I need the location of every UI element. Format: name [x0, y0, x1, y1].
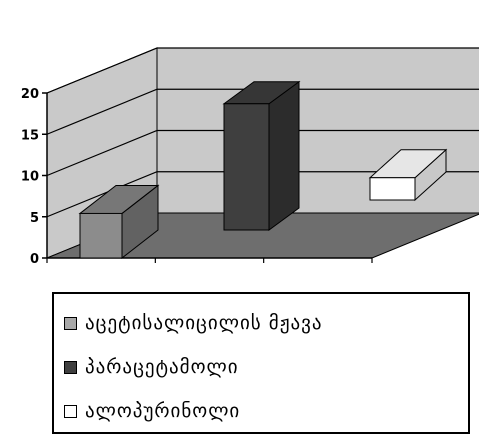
gridline-5 — [46, 171, 479, 218]
y-tick-label-20: 20 — [21, 87, 39, 102]
y-tick-label-15: 15 — [21, 128, 39, 143]
bar-chart-3d: 0 5 10 15 20 — [21, 47, 479, 267]
y-tick-label-0: 0 — [30, 252, 39, 267]
legend-swatch-paracetamol — [64, 360, 77, 374]
bar-paracetamol — [222, 80, 301, 231]
legend-item-aspirin: აცეტისალიცილის მჟავა — [64, 312, 323, 334]
bar-allopurinol — [368, 148, 448, 202]
gridline-15 — [46, 88, 479, 135]
bar-paracetamol-front — [223, 103, 270, 231]
bars — [78, 80, 448, 260]
bar-allopurinol-front — [369, 177, 416, 201]
legend-item-paracetamol: პარაცეტამოლი — [64, 356, 239, 378]
legend: აცეტისალიცილის მჟავა პარაცეტამოლი ალოპურ… — [52, 292, 470, 434]
legend-swatch-aspirin — [64, 316, 77, 330]
bar-aspirin — [78, 184, 160, 260]
legend-label-allopurinol: ალოპურინოლი — [85, 400, 241, 422]
legend-label-paracetamol: პარაცეტამოლი — [85, 356, 239, 378]
legend-label-aspirin: აცეტისალიცილის მჟავა — [85, 312, 323, 334]
gridline-10 — [46, 129, 479, 177]
bar-aspirin-front — [79, 212, 123, 259]
legend-item-allopurinol: ალოპურინოლი — [64, 400, 240, 422]
legend-swatch-allopurinol — [64, 404, 77, 418]
y-tick-label-10: 10 — [21, 170, 39, 185]
bar-paracetamol-side — [268, 80, 300, 231]
gridline-20 — [46, 47, 479, 94]
gridlines — [46, 47, 479, 218]
y-tick-label-5: 5 — [30, 211, 39, 226]
